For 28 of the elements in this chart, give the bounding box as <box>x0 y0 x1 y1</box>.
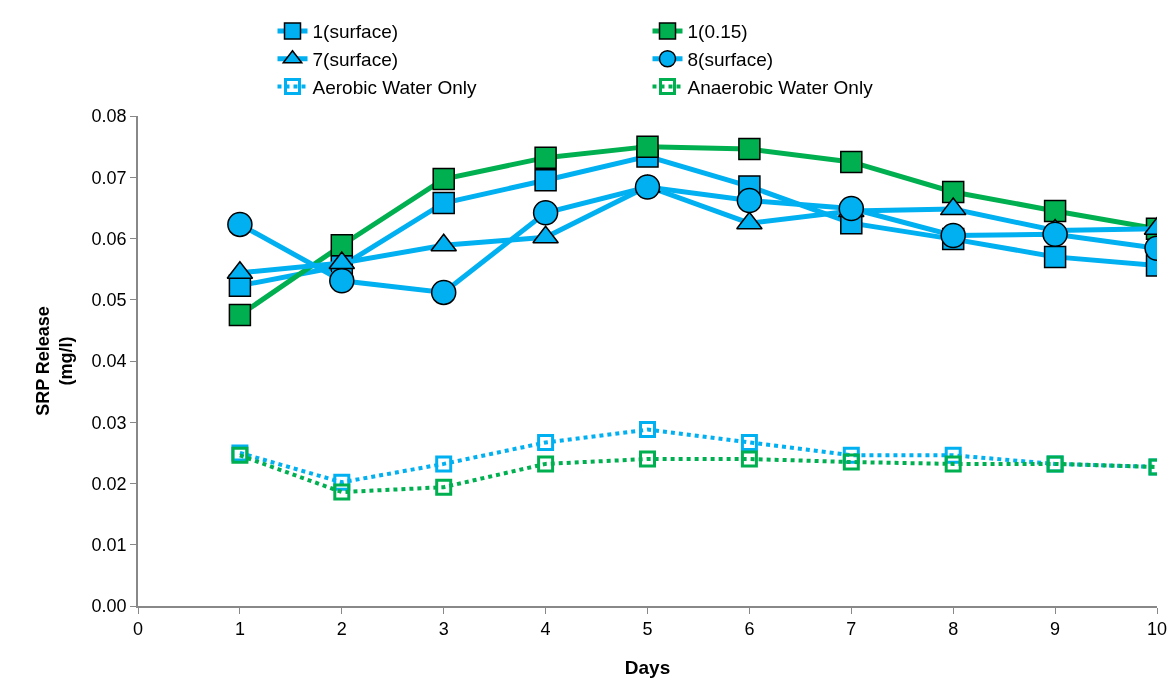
y-tick-label: 0.05 <box>91 290 127 311</box>
y-axis-title: SRP Release (mg/l) <box>32 306 77 416</box>
x-tick-label: 7 <box>846 619 857 640</box>
y-tick-label: 0.06 <box>91 228 127 249</box>
x-tick-label: 2 <box>336 619 347 640</box>
x-tick-label: 3 <box>438 619 449 640</box>
x-axis-title: Days <box>624 656 671 678</box>
legend-label: 1(0.15) <box>687 21 748 43</box>
x-tick-label: 9 <box>1050 619 1061 640</box>
x-tick-label: 0 <box>132 619 144 640</box>
legend-label: 8(surface) <box>687 49 774 71</box>
x-tick-label: 5 <box>642 619 653 640</box>
x-tick-label: 1 <box>234 619 245 640</box>
x-tick-label: 6 <box>744 619 755 640</box>
y-tick-label: 0.00 <box>91 596 127 617</box>
x-tick-label: 8 <box>948 619 959 640</box>
x-tick-label: 10 <box>1146 619 1168 640</box>
x-tick-label: 4 <box>540 619 551 640</box>
legend-label: Aerobic Water Only <box>312 76 478 98</box>
legend-label: 1(surface) <box>312 21 399 43</box>
y-tick-label: 0.04 <box>91 351 127 372</box>
legend-label: Anaerobic Water Only <box>687 76 874 98</box>
y-tick-label: 0.08 <box>91 106 127 127</box>
legend-label: 7(surface) <box>312 49 399 71</box>
y-tick-label: 0.07 <box>91 167 127 188</box>
y-tick-label: 0.02 <box>91 473 127 494</box>
y-tick-label: 0.03 <box>91 412 127 433</box>
y-tick-label: 0.01 <box>91 535 127 556</box>
